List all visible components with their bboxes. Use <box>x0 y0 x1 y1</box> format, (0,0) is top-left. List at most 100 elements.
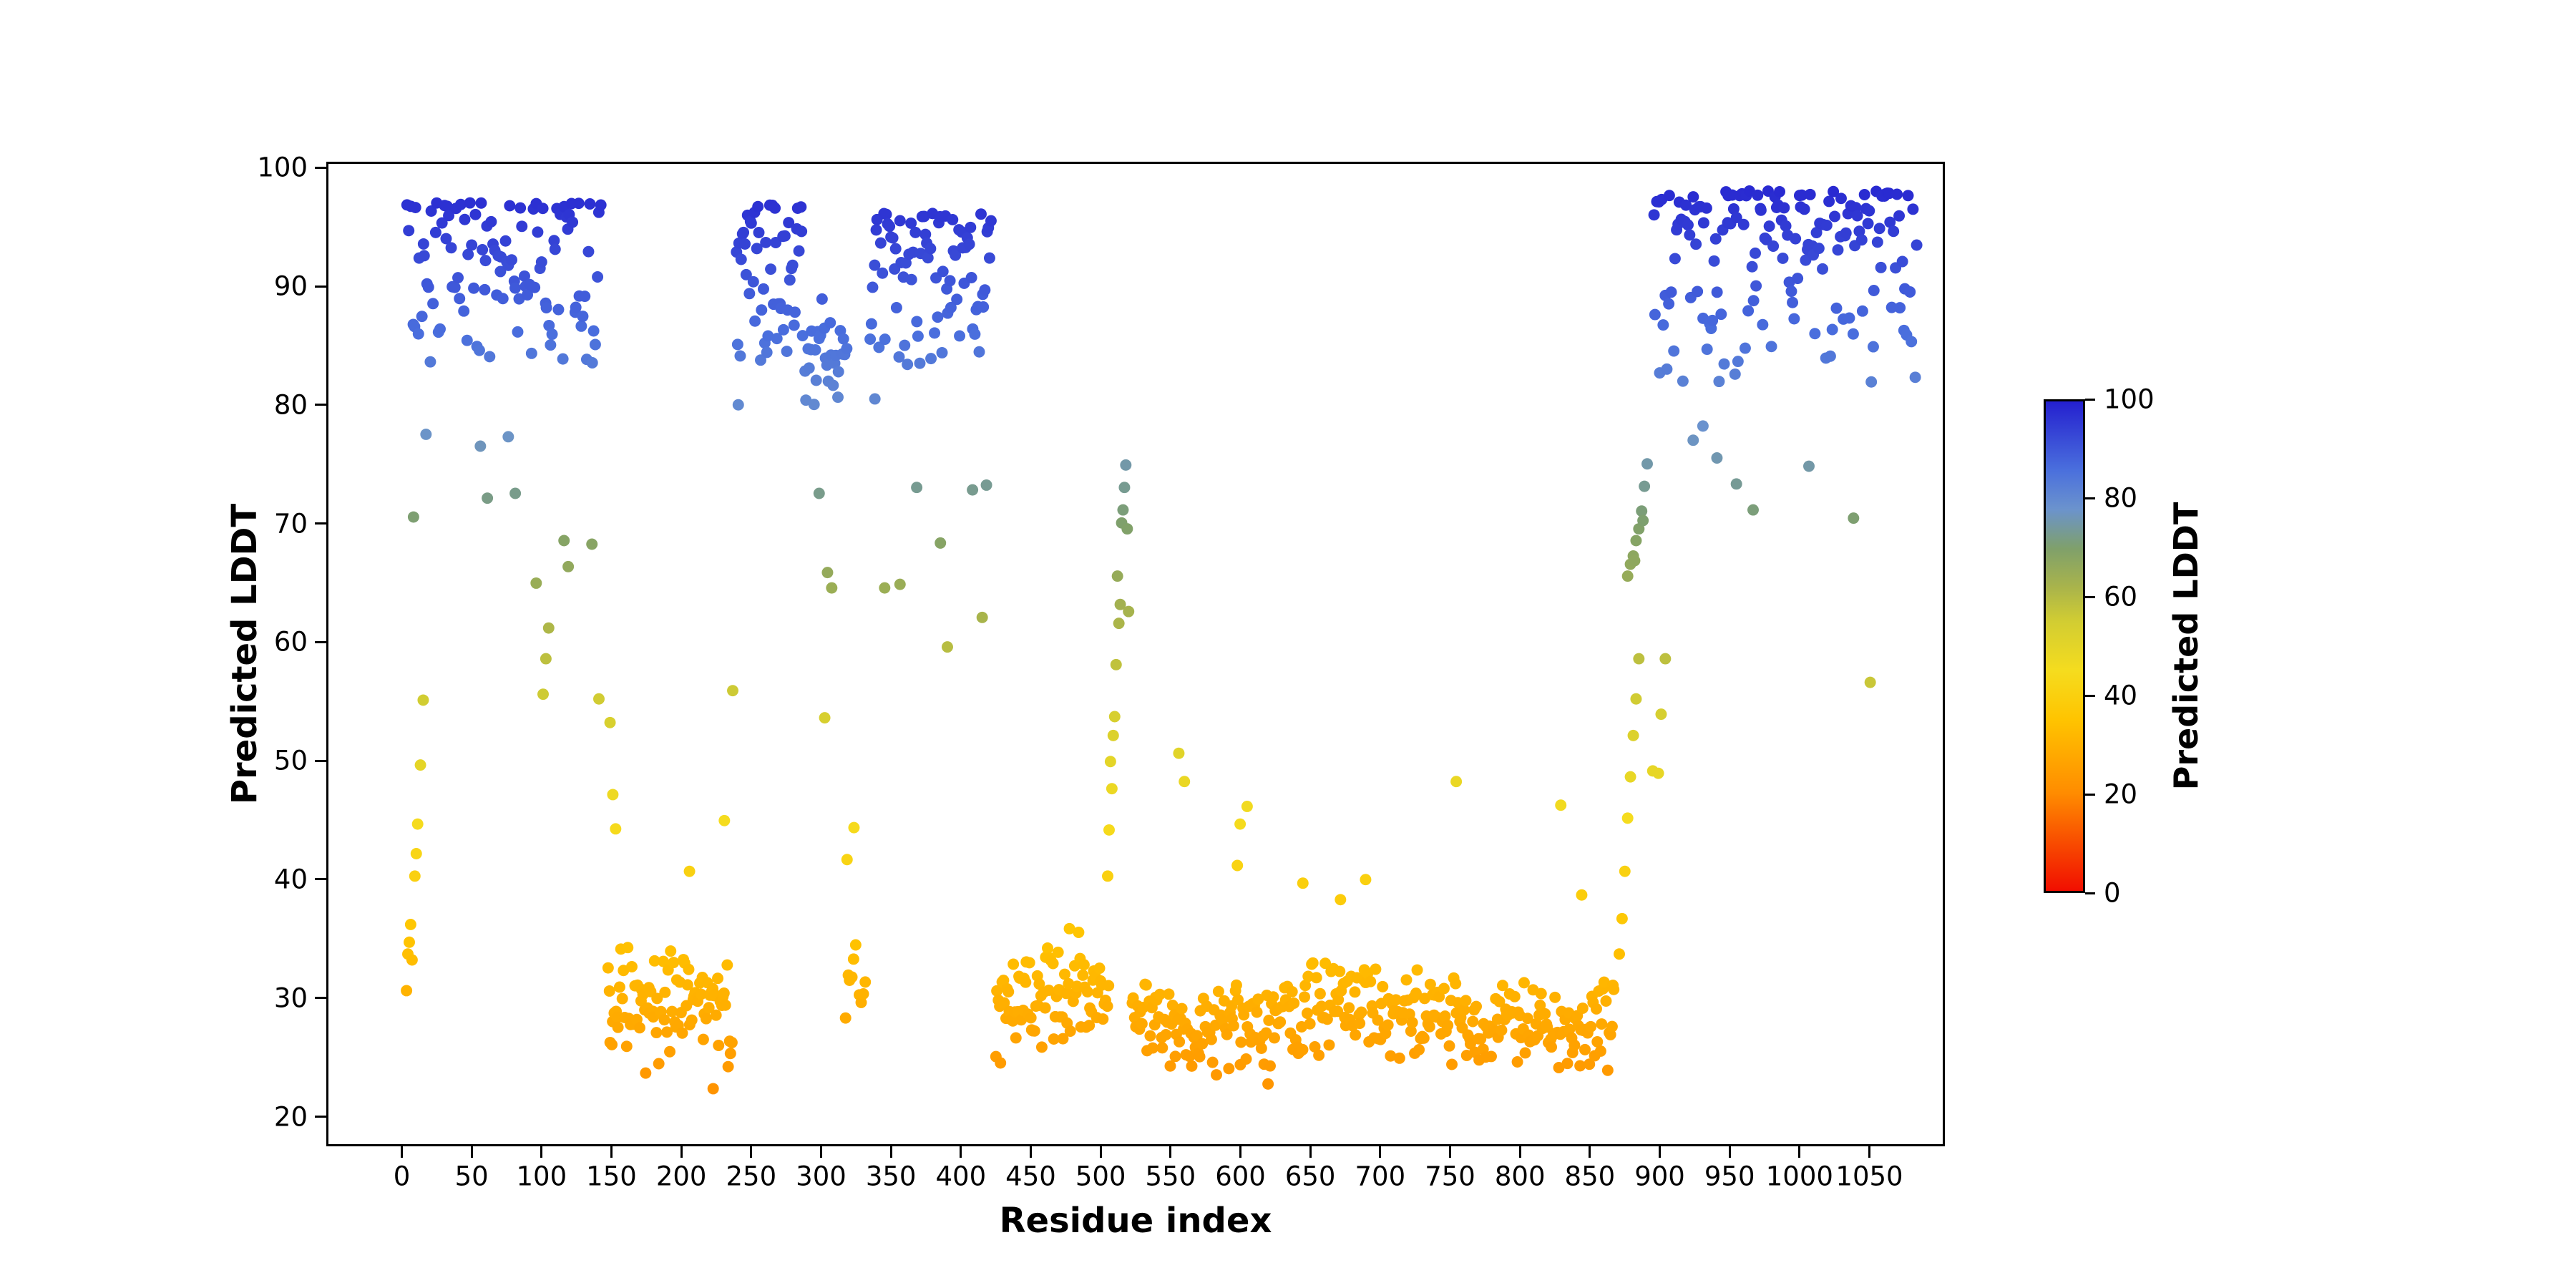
scatter-point <box>976 611 988 623</box>
scatter-point <box>1796 189 1808 201</box>
scatter-point <box>464 197 476 209</box>
scatter-point <box>1035 1041 1048 1053</box>
scatter-point <box>546 328 558 341</box>
scatter-point <box>1350 1029 1362 1041</box>
scatter-point <box>1563 1023 1576 1035</box>
scatter-point <box>1884 216 1896 228</box>
scatter-point <box>1546 1041 1558 1053</box>
scatter-point <box>743 288 756 300</box>
scatter-point <box>1301 1008 1313 1020</box>
scatter-point <box>1174 1035 1186 1048</box>
scatter-point <box>738 226 750 238</box>
scatter-point <box>824 317 836 328</box>
scatter-point <box>944 275 956 287</box>
scatter-point <box>441 200 453 213</box>
scatter-point <box>1729 368 1741 380</box>
scatter-point <box>1713 376 1725 388</box>
scatter-point <box>1511 1056 1523 1068</box>
scatter-point <box>727 685 738 697</box>
scatter-point <box>1121 523 1133 535</box>
scatter-point <box>1262 1078 1274 1090</box>
scatter-point <box>924 243 937 255</box>
scatter-point <box>484 351 496 363</box>
tick-mark <box>1659 1146 1661 1158</box>
scatter-point <box>482 492 494 504</box>
tick-mark <box>1239 1146 1241 1158</box>
scatter-point <box>409 870 421 882</box>
scatter-point <box>1790 233 1802 245</box>
scatter-point <box>1299 980 1312 992</box>
scatter-point <box>893 351 905 363</box>
scatter-point <box>1274 1016 1287 1028</box>
scatter-point <box>793 245 805 257</box>
scatter-point <box>1858 189 1870 200</box>
scatter-point <box>1561 1058 1574 1070</box>
scatter-point <box>1867 341 1879 353</box>
scatter-point <box>1655 708 1667 721</box>
scatter-point <box>1288 997 1300 1009</box>
scatter-point <box>1591 1035 1604 1048</box>
scatter-point <box>1255 1043 1267 1054</box>
scatter-point <box>703 1002 715 1014</box>
scatter-point <box>905 273 917 286</box>
scatter-point <box>1443 1040 1455 1052</box>
scatter-point <box>512 326 524 338</box>
scatter-point <box>1709 233 1722 245</box>
scatter-point <box>925 353 937 365</box>
scatter-point <box>518 270 530 282</box>
scatter-point <box>584 197 596 210</box>
y-tick-label: 30 <box>273 982 308 1014</box>
scatter-point <box>602 962 614 974</box>
tick-mark <box>2085 694 2095 697</box>
scatter-point <box>406 954 418 966</box>
scatter-point <box>1680 199 1692 211</box>
scatter-point <box>1820 219 1833 231</box>
scatter-point <box>1267 991 1279 1003</box>
scatter-point <box>535 256 547 268</box>
scatter-point <box>880 208 892 220</box>
scatter-point <box>425 205 437 217</box>
scatter-point <box>1621 570 1634 582</box>
tick-mark <box>1728 1146 1731 1158</box>
scatter-point <box>1439 1010 1451 1023</box>
scatter-point <box>783 217 795 229</box>
scatter-point <box>935 537 947 549</box>
x-tick-label: 900 <box>1634 1161 1685 1192</box>
scatter-point <box>1636 505 1648 517</box>
scatter-point <box>1792 273 1804 285</box>
scatter-point <box>695 988 707 1000</box>
x-tick-label: 300 <box>796 1161 847 1192</box>
scatter-point <box>1755 204 1767 216</box>
scatter-point <box>411 818 424 830</box>
scatter-point <box>1864 676 1876 688</box>
scatter-point <box>965 272 977 283</box>
scatter-point <box>1252 993 1264 1005</box>
scatter-point <box>1568 1039 1581 1051</box>
scatter-point <box>1668 345 1680 357</box>
scatter-point <box>592 271 604 283</box>
scatter-point <box>417 694 429 706</box>
scatter-point <box>1906 336 1918 348</box>
scatter-point <box>458 305 470 317</box>
scatter-point <box>1885 301 1898 313</box>
scatter-point <box>1335 894 1347 906</box>
scatter-point <box>661 1026 673 1038</box>
scatter-point <box>1111 570 1123 582</box>
scatter-point <box>1707 314 1719 326</box>
scatter-point <box>1763 220 1775 233</box>
scatter-point <box>965 221 977 233</box>
scatter-point <box>1043 984 1055 996</box>
scatter-point <box>572 197 585 210</box>
scatter-point <box>1042 942 1054 954</box>
scatter-point <box>1851 210 1863 222</box>
scatter-point <box>1829 210 1840 223</box>
tick-mark <box>889 1146 892 1158</box>
scatter-point <box>1385 1050 1397 1062</box>
scatter-point <box>912 330 924 342</box>
scatter-point <box>1616 912 1628 924</box>
scatter-point <box>816 293 828 305</box>
tick-mark <box>1518 1146 1521 1158</box>
scatter-point <box>753 227 765 238</box>
scatter-point <box>1047 957 1059 970</box>
x-tick-label: 200 <box>655 1161 707 1192</box>
